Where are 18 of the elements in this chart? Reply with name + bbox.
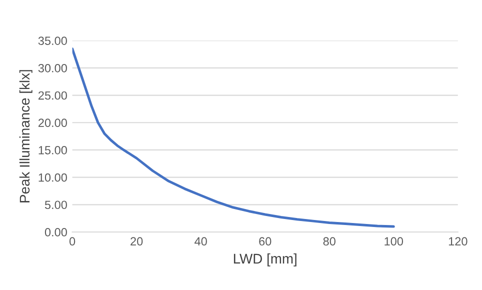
y-axis-title: Peak Illuminance [klx]	[19, 70, 32, 202]
line-series	[72, 48, 395, 228]
y-tick-label: 30.00	[38, 64, 67, 72]
x-tick-label: 0	[69, 237, 76, 246]
x-tick-label: 60	[259, 237, 272, 246]
y-tick-label: 35.00	[38, 36, 67, 45]
x-tick-label: 40	[194, 237, 207, 246]
y-tick-label: 20.00	[38, 118, 67, 128]
x-tick-label: 20	[130, 237, 143, 246]
y-tick-label: 10.00	[38, 173, 67, 182]
y-tick-label: 5.00	[44, 200, 67, 210]
x-axis-title: LWD [mm]	[234, 253, 296, 266]
y-tick-label: 25.00	[38, 91, 67, 100]
y-tick-label: 15.00	[38, 146, 67, 154]
x-tick-label: 80	[323, 237, 336, 246]
x-tick-label: 120	[448, 237, 468, 246]
x-tick-label: 100	[384, 237, 404, 246]
y-tick-label: 0.00	[44, 228, 67, 236]
